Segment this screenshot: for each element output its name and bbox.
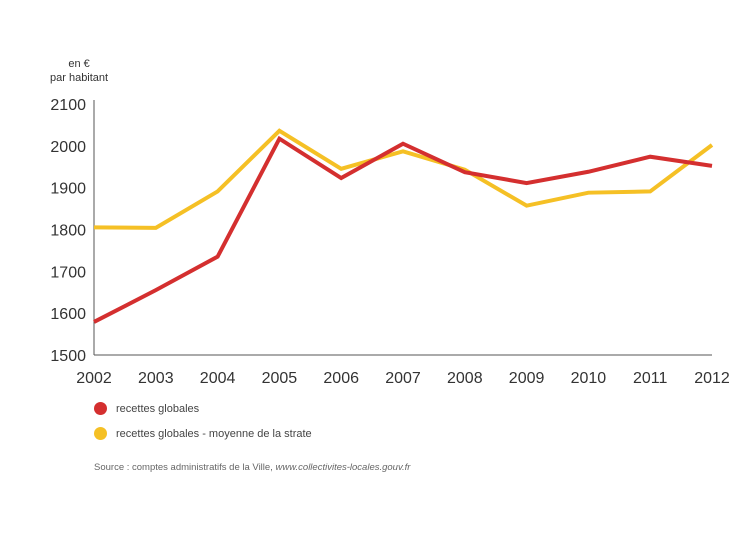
x-tick-label: 2011 [633,370,668,387]
legend-item-recettes-globales: recettes globales [94,402,199,415]
y-tick-label: 1800 [50,223,86,240]
y-tick-label: 2000 [50,139,86,156]
x-tick-label: 2004 [200,370,236,387]
y-axis-unit-label: en € par habitant [50,57,108,85]
x-tick-label: 2009 [509,370,545,387]
x-tick-label: 2006 [323,370,359,387]
series-0 [93,128,714,230]
y-tick-label: 1700 [50,264,86,281]
series-layer [93,128,714,324]
x-tick-label: 2008 [447,370,483,387]
y-axis-tick-labels: 1500 1600 1700 1800 1900 2000 2100 [50,97,86,365]
y-tick-label: 1900 [50,181,86,198]
unit-line-1: en € [68,58,90,70]
y-tick-label: 1600 [50,306,86,323]
source-link: www.collectivites-locales.gouv.fr [275,462,411,473]
x-tick-label: 2005 [262,370,298,387]
y-tick-label: 1500 [50,348,86,365]
x-tick-label: 2012 [694,370,730,387]
legend-red-dot-icon [94,402,107,415]
series-1 [93,135,713,324]
y-tick-label: 2100 [50,97,86,114]
source-prefix: Source : comptes administratifs de la Vi… [94,462,276,473]
legend-label: recettes globales [116,402,200,415]
unit-line-2: par habitant [50,72,109,84]
x-tick-label: 2003 [138,370,174,387]
x-tick-label: 2007 [385,370,421,387]
series-line [93,135,713,324]
source-note: Source : comptes administratifs de la Vi… [94,462,410,473]
x-tick-label: 2010 [571,370,607,387]
legend-label: recettes globales - moyenne de la strate [116,427,312,440]
x-axis-tick-labels: 2002 2003 2004 2005 2006 2007 2008 2009 2010 2011… [76,370,730,387]
legend-yellow-dot-icon [94,427,107,440]
legend-item-moyenne-strate: recettes globales - moyenne de la strate [94,427,312,440]
x-tick-label: 2002 [76,370,112,387]
